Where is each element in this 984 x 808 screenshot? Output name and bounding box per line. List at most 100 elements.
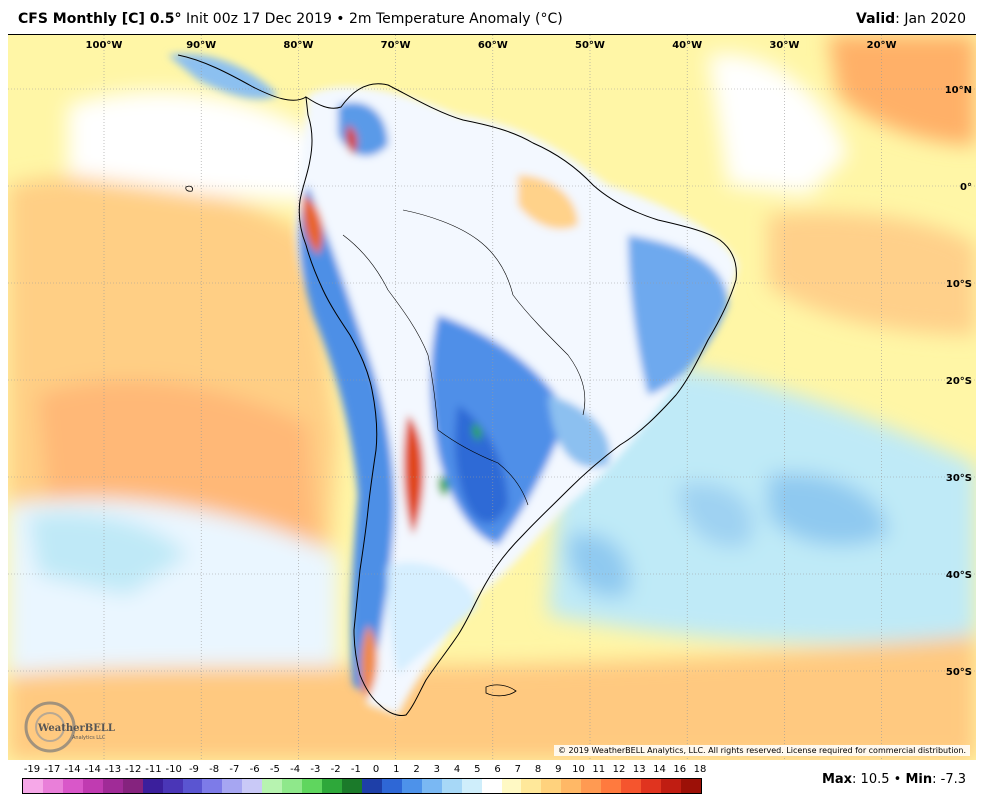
legend-swatch bbox=[242, 779, 263, 793]
longitude-label: 100°W bbox=[86, 40, 123, 51]
max-min-stats: Max: 10.5 • Min: -7.3 bbox=[822, 772, 966, 787]
colombia-warm bbox=[345, 125, 358, 155]
legend-label: -12 bbox=[125, 764, 142, 775]
legend-swatch bbox=[581, 779, 602, 793]
legend-swatch bbox=[381, 779, 402, 793]
logo-swirl-outer bbox=[24, 701, 76, 753]
latitude-label: 20°S bbox=[946, 376, 972, 387]
coastlines bbox=[177, 54, 737, 716]
legend-label: -7 bbox=[229, 764, 240, 775]
legend-label: -10 bbox=[165, 764, 182, 775]
legend-label: -6 bbox=[249, 764, 260, 775]
weatherbell-logo: WeatherBELL Analytics LLC bbox=[24, 701, 115, 753]
argentina-south-pale bbox=[387, 562, 478, 675]
longitude-label: 30°W bbox=[769, 40, 799, 51]
graticule bbox=[8, 35, 976, 760]
latitude-label: 10°S bbox=[946, 279, 972, 290]
latitude-label: 30°S bbox=[946, 473, 972, 484]
longitude-label: 50°W bbox=[575, 40, 605, 51]
central-america-coastline bbox=[177, 54, 307, 101]
legend-label: 10 bbox=[572, 764, 585, 775]
legend-label: 3 bbox=[433, 764, 441, 775]
legend-swatch bbox=[282, 779, 303, 793]
guiana-warm bbox=[518, 175, 578, 229]
equatorial-pale bbox=[68, 91, 348, 205]
brazil-east-cool bbox=[628, 235, 728, 395]
legend-swatch bbox=[661, 779, 681, 793]
legend-swatch bbox=[23, 779, 43, 793]
longitude-label: 90°W bbox=[186, 40, 216, 51]
legend-swatch bbox=[102, 779, 123, 793]
legend-label: -2 bbox=[330, 764, 341, 775]
legend-swatch bbox=[322, 779, 342, 793]
longitude-label: 20°W bbox=[867, 40, 897, 51]
anomaly-map: WeatherBELL Analytics LLC 100°W 90°W 80°W 7… bbox=[8, 35, 976, 760]
chaco-cool-core bbox=[454, 405, 508, 524]
northeast-atlantic-warm bbox=[828, 35, 976, 145]
latitude-label: 10°N bbox=[945, 85, 972, 96]
legend-label: 5 bbox=[474, 764, 481, 775]
legend-swatch bbox=[421, 779, 442, 793]
max-value: : 10.5 bbox=[852, 772, 890, 787]
title-bold: CFS Monthly [C] 0.5 bbox=[18, 11, 175, 27]
legend-swatch bbox=[302, 779, 323, 793]
legend-label: -14 bbox=[84, 764, 101, 775]
south-atlantic-cool-core-2 bbox=[567, 533, 630, 597]
south-america-coastline bbox=[298, 83, 737, 716]
valid-value: : Jan 2020 bbox=[895, 11, 966, 27]
longitude-label: 40°W bbox=[672, 40, 702, 51]
color-legend: -19 -17 -14 -14 -13 -12 -11 -10 -9 -8 -7 -6 -5 -4 -3 -2… bbox=[22, 764, 707, 804]
title-rest: Init 00z 17 Dec 2019 • 2m Temperature An… bbox=[181, 11, 563, 27]
legend-label: 7 bbox=[514, 764, 521, 775]
andes-warm-2 bbox=[403, 415, 424, 535]
valid-date: Valid: Jan 2020 bbox=[856, 11, 966, 27]
legend-label: 14 bbox=[653, 764, 666, 775]
legend-label: -5 bbox=[269, 764, 280, 775]
legend-swatch bbox=[461, 779, 482, 793]
map-frame: WeatherBELL Analytics LLC 100°W 90°W 80°W 7… bbox=[8, 34, 976, 760]
legend-label: 12 bbox=[612, 764, 626, 775]
legend-swatch bbox=[621, 779, 642, 793]
latitude-labels: 10°N 0° 10°S 20°S 30°S 40°S 50°S bbox=[945, 85, 972, 678]
legend-swatch bbox=[82, 779, 103, 793]
andes-warm-3 bbox=[360, 625, 378, 700]
legend-swatch bbox=[122, 779, 143, 793]
tropical-atlantic-warm bbox=[768, 212, 976, 335]
legend-label: -19 bbox=[23, 764, 41, 775]
brazil-south-cool bbox=[548, 395, 610, 468]
brazil-border bbox=[402, 209, 586, 416]
title-degree: ° bbox=[174, 11, 182, 27]
legend-swatch bbox=[162, 779, 183, 793]
legend-label: 18 bbox=[693, 764, 707, 775]
legend-swatch bbox=[441, 779, 462, 793]
min-label: Min bbox=[905, 772, 933, 787]
chaco-green-2 bbox=[438, 475, 449, 497]
legend-label: -13 bbox=[104, 764, 122, 775]
legend-swatch bbox=[521, 779, 542, 793]
chaco-green-1 bbox=[472, 423, 482, 441]
legend-label: 6 bbox=[494, 764, 501, 775]
legend-swatch bbox=[501, 779, 522, 793]
legend-swatch bbox=[401, 779, 422, 793]
map-title: CFS Monthly [C] 0.5° Init 00z 17 Dec 201… bbox=[18, 11, 563, 27]
legend-color-bar bbox=[22, 778, 702, 794]
valid-label: Valid bbox=[856, 11, 896, 27]
latitude-label: 50°S bbox=[946, 667, 972, 678]
legend-swatch bbox=[182, 779, 203, 793]
continent-shading bbox=[168, 54, 738, 716]
copyright-notice: © 2019 WeatherBELL Analytics, LLC. All r… bbox=[554, 745, 970, 756]
longitude-label: 60°W bbox=[478, 40, 508, 51]
legend-label: 8 bbox=[534, 764, 542, 775]
legend-label: 11 bbox=[592, 764, 606, 775]
andean-border bbox=[342, 234, 439, 431]
legend-label: 4 bbox=[453, 764, 461, 775]
legend-swatch bbox=[342, 779, 362, 793]
legend-label: -8 bbox=[209, 764, 220, 775]
legend-swatch bbox=[641, 779, 661, 793]
legend-label: -11 bbox=[145, 764, 162, 775]
legend-label: -4 bbox=[290, 764, 301, 775]
legend-swatch bbox=[62, 779, 83, 793]
legend-labels: -19 -17 -14 -14 -13 -12 -11 -10 -9 -8 -7 -6 -5 -4 -3 -2… bbox=[22, 764, 707, 778]
legend-label: 1 bbox=[393, 764, 400, 775]
andes-warm-1 bbox=[302, 195, 323, 255]
